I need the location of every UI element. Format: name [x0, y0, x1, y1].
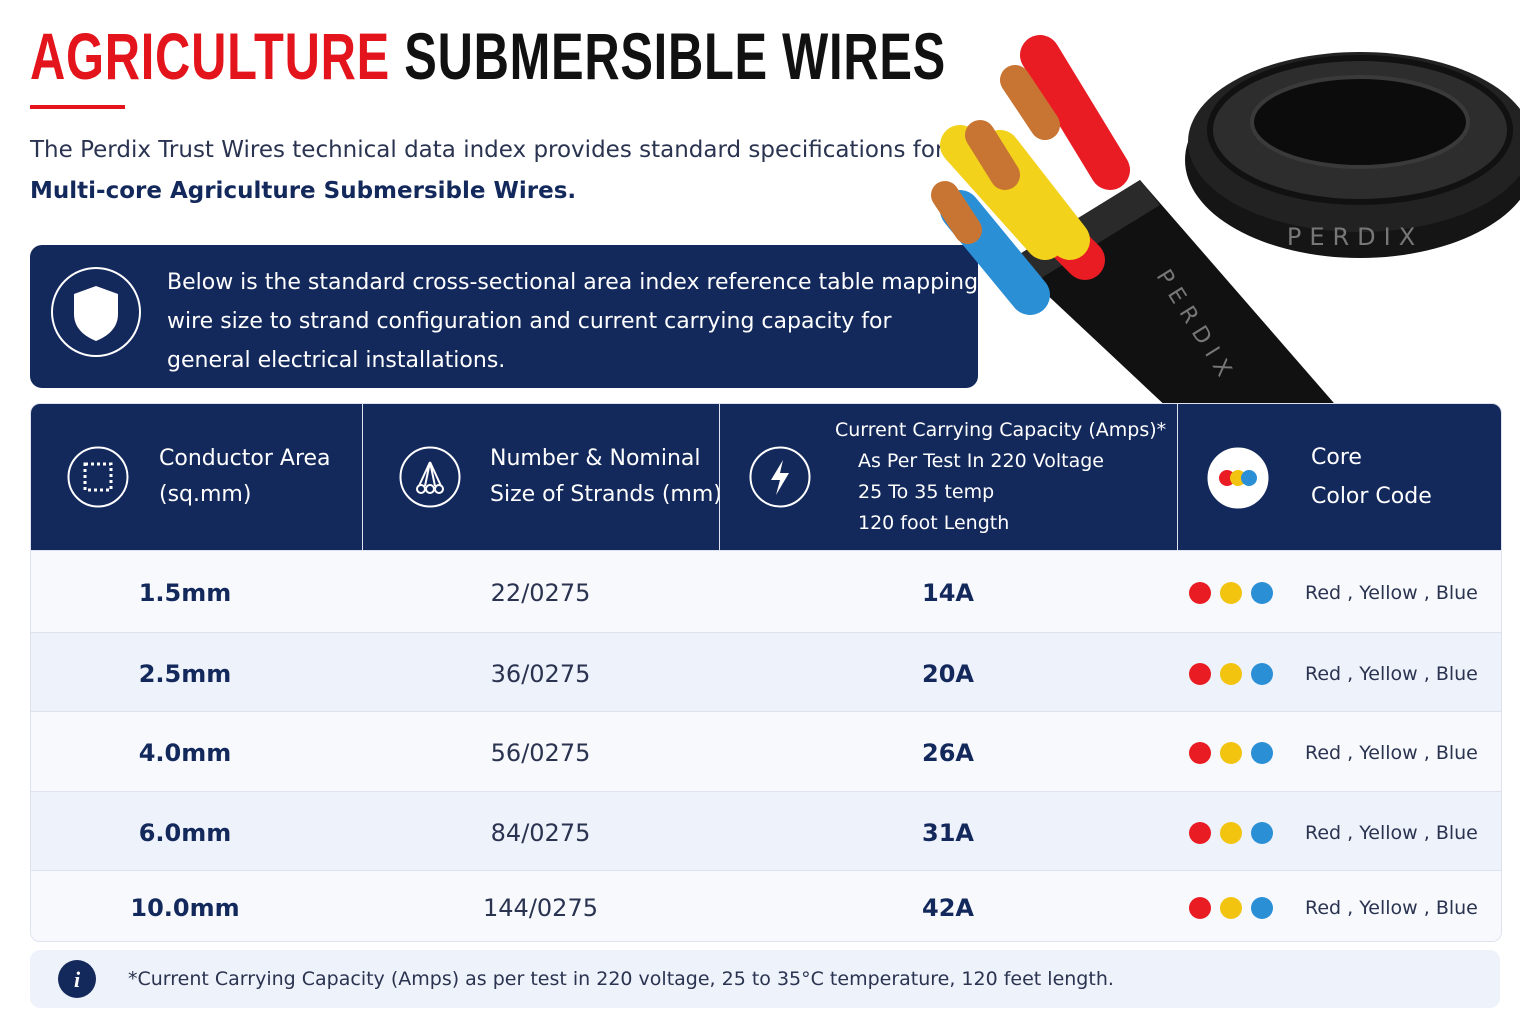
color-dots [1188, 580, 1288, 606]
cell-text: 6.0mm [138, 818, 232, 847]
header-line: Current Carrying Capacity (Amps)* [835, 419, 1167, 441]
info-icon: i [58, 960, 96, 998]
title-underline [30, 105, 125, 109]
cell-text: Red , Yellow , Blue [1305, 582, 1478, 604]
cell-text: Red , Yellow , Blue [1305, 896, 1478, 919]
cell-text: 56/0275 [490, 739, 591, 767]
footnote-box: i *Current Carrying Capacity (Amps) as p… [30, 950, 1500, 1008]
header-icon [399, 446, 461, 508]
notice-text: Below is the standard cross-sectional ar… [167, 263, 978, 380]
cell-text: 20A [922, 659, 974, 688]
header-line: Size of Strands (mm) [490, 482, 722, 507]
cell-text: 31A [922, 818, 974, 847]
header-line: Core [1311, 445, 1362, 470]
header-line: Number & Nominal [490, 446, 701, 471]
coil-brand: PERDIX [1287, 223, 1423, 251]
cell-text: Red , Yellow , Blue [1305, 742, 1478, 764]
cell-text: Red , Yellow , Blue [1305, 662, 1478, 685]
color-dots [1188, 661, 1288, 687]
cell-text: 10.0mm [130, 893, 240, 922]
header-icon [67, 446, 129, 508]
product-image: PERDIX PERDIX [931, 35, 1520, 410]
header-line: As Per Test In 220 Voltage [858, 450, 1104, 472]
header-line: 120 foot Length [858, 512, 1010, 534]
header-text: Core Color Code [1311, 404, 1432, 550]
notice-line: Below is the standard cross-sectional ar… [167, 270, 979, 295]
color-dots [1188, 895, 1288, 921]
notice-box: Below is the standard cross-sectional ar… [30, 245, 978, 388]
header-line: 25 To 35 temp [858, 481, 995, 503]
header-icon [1207, 447, 1269, 509]
header-line: (sq.mm) [159, 482, 252, 507]
header-text: Conductor Area (sq.mm) [159, 404, 331, 550]
table-row [31, 632, 1501, 712]
spec-table: Conductor Area (sq.mm) Number & Nominal Siz… [30, 403, 1502, 942]
header-line: Color Code [1311, 484, 1432, 509]
color-dots [1188, 740, 1288, 766]
cell-text: 144/0275 [483, 893, 598, 922]
notice-line: wire size to strand configuration and cu… [167, 309, 892, 334]
cell-text: 2.5mm [138, 659, 232, 688]
svg-text:i: i [74, 967, 81, 992]
title: AGRICULTURE SUBMERSIBLE WIRES [30, 18, 946, 94]
header-text: Current Carrying Capacity (Amps)* As Per … [835, 404, 1166, 550]
cell-text: 22/0275 [490, 579, 591, 607]
title-highlight: AGRICULTURE [30, 19, 390, 93]
shield-icon [51, 267, 141, 357]
cell-text: 4.0mm [138, 739, 232, 767]
notice-line: general electrical installations. [167, 348, 506, 373]
cell-text: 26A [922, 739, 974, 767]
cell-text: 14A [922, 579, 974, 607]
cell-text: Red , Yellow , Blue [1305, 821, 1478, 844]
cell-text: 42A [922, 893, 974, 922]
intro-bold: Multi-core Agriculture Submersible Wires… [30, 178, 577, 204]
cell-text: 36/0275 [490, 659, 591, 688]
intro-text: The Perdix Trust Wires technical data in… [30, 137, 945, 163]
cell-text: 1.5mm [138, 579, 232, 607]
color-dots [1188, 820, 1288, 846]
header-line: Conductor Area [159, 446, 331, 471]
footnote: *Current Carrying Capacity (Amps) as per… [128, 968, 1114, 990]
title-rest: SUBMERSIBLE WIRES [404, 19, 946, 93]
cell-text: 84/0275 [490, 818, 591, 847]
header-text: Number & Nominal Size of Strands (mm) [490, 404, 722, 550]
header-icon [749, 446, 811, 508]
